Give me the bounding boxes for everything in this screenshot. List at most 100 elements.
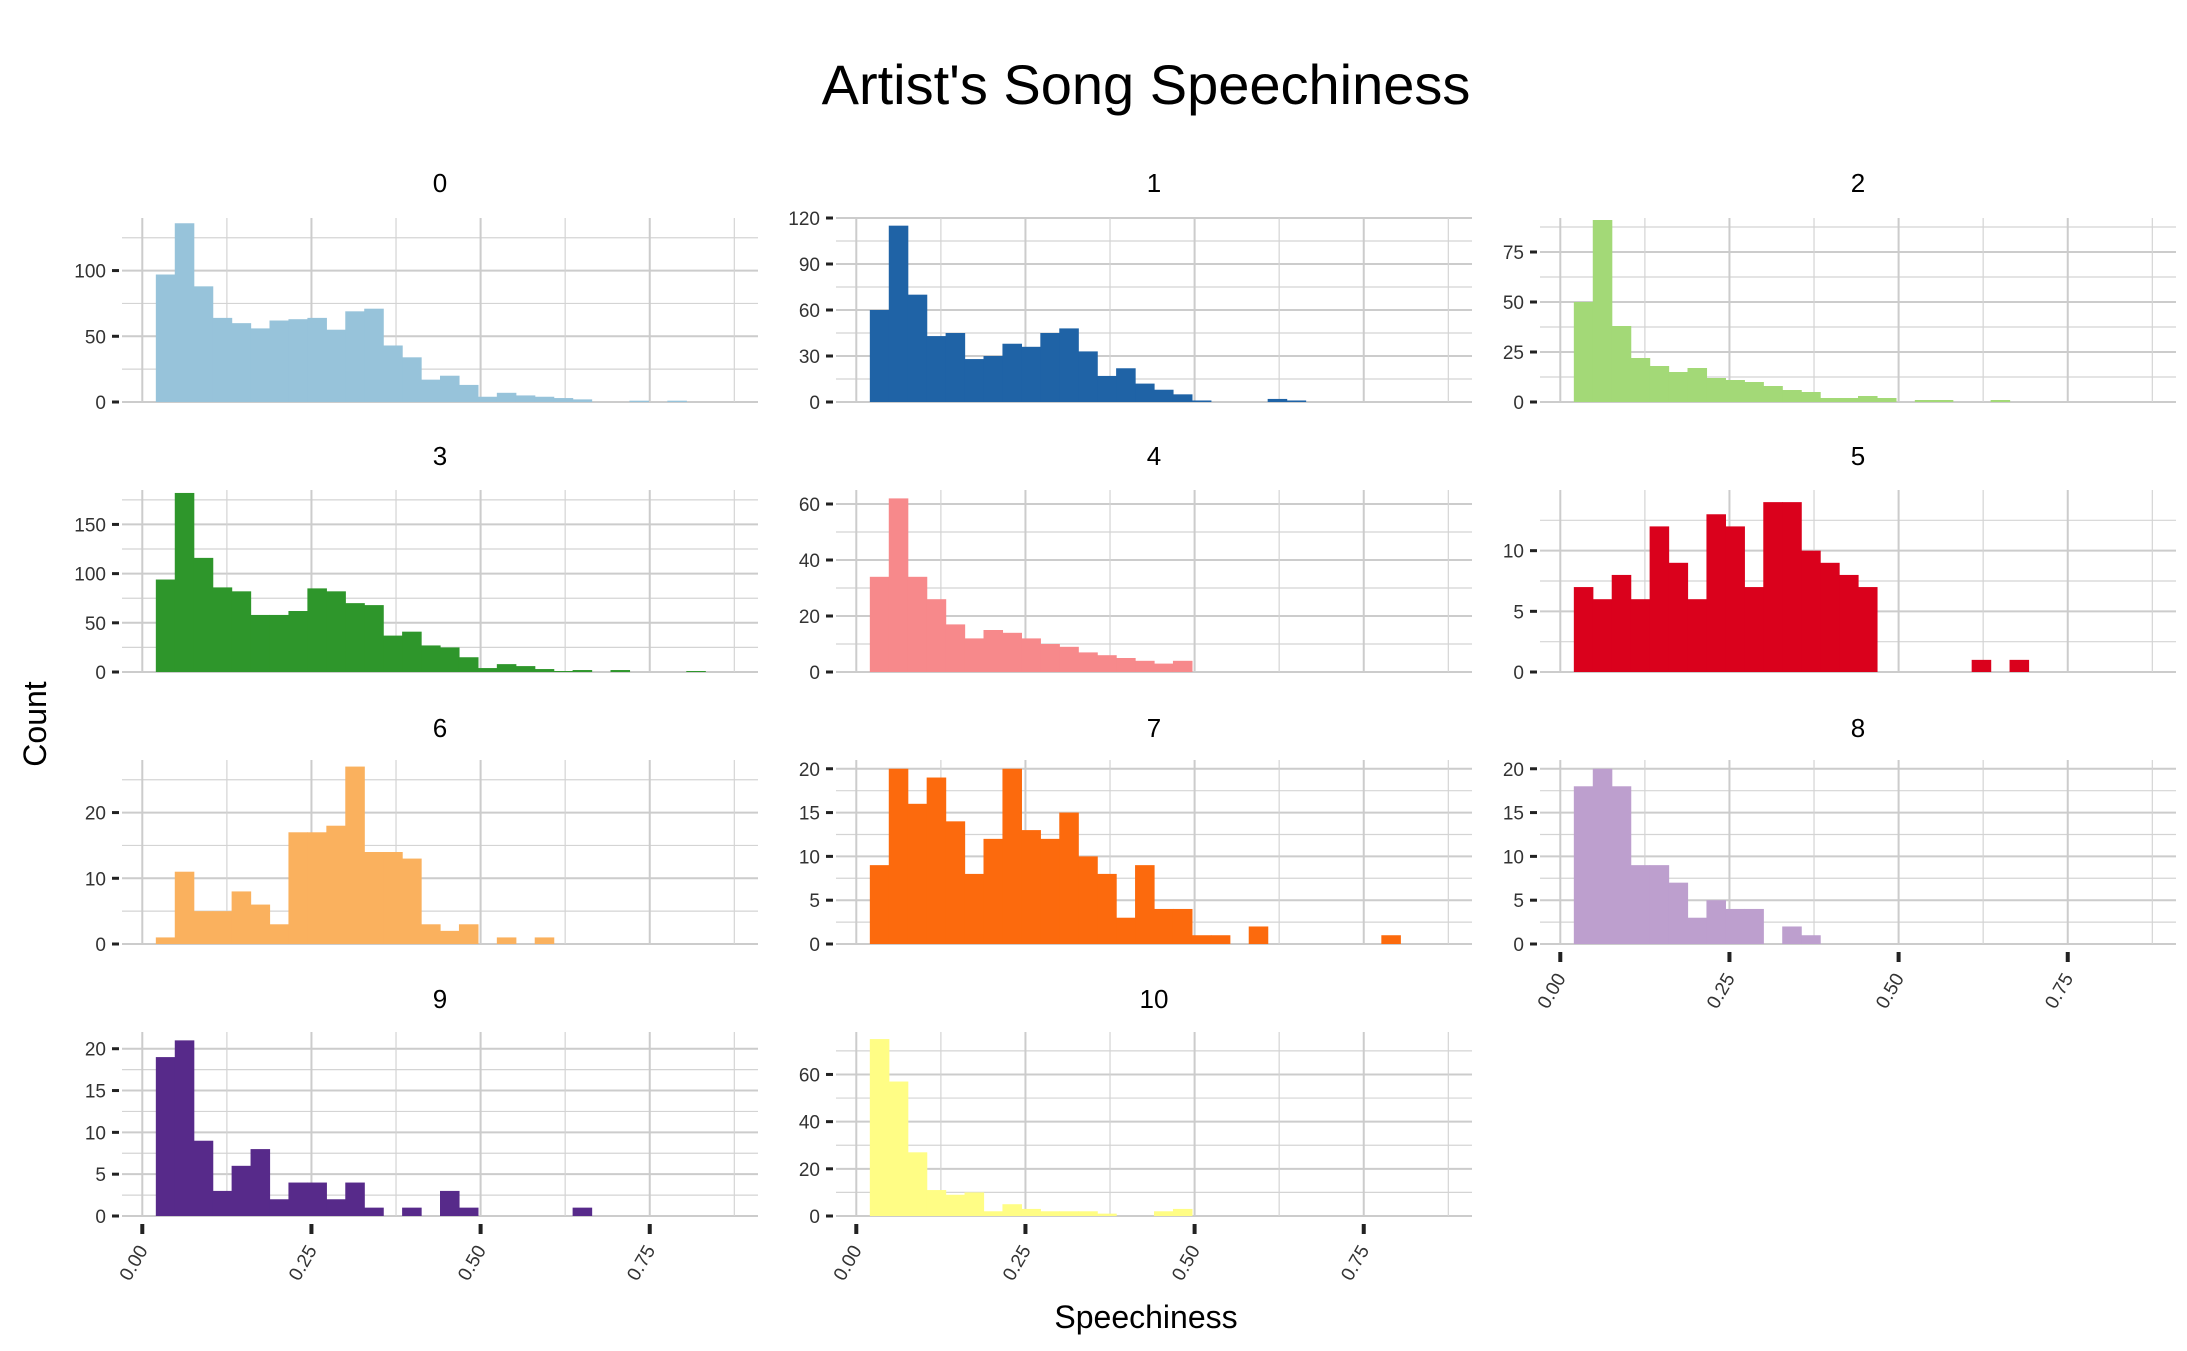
histogram-bar <box>1630 865 1651 944</box>
histogram-bar <box>888 498 909 672</box>
histogram-bar <box>250 904 271 944</box>
histogram-bar <box>1687 917 1708 944</box>
y-tick-label: 0 <box>1513 393 1524 414</box>
histogram-bar <box>869 310 890 402</box>
histogram-bar <box>610 670 631 672</box>
histogram-bar <box>250 614 271 672</box>
histogram-bar <box>1763 386 1783 402</box>
histogram-bar <box>1573 786 1594 944</box>
x-tick-label: 0.75 <box>623 1242 660 1285</box>
histogram-bar <box>402 357 422 402</box>
histogram-bar <box>1040 644 1060 672</box>
y-tick-label: 60 <box>799 1065 820 1086</box>
histogram-bar <box>1630 599 1651 672</box>
histogram-bar <box>1858 396 1878 402</box>
histogram-bar <box>667 400 687 402</box>
histogram-bar <box>983 838 1004 944</box>
facet-panel-7: 7 0 5 10 15 20 <box>799 713 1472 956</box>
histogram-bar <box>269 320 290 402</box>
y-axis-label: Count <box>17 681 53 767</box>
histogram-bar <box>869 865 890 944</box>
histogram-bar <box>212 1190 233 1216</box>
y-tick-label: 0 <box>95 663 106 684</box>
x-tick-label: 0.50 <box>1872 970 1909 1013</box>
histogram-bar <box>1248 926 1269 944</box>
histogram-bar <box>1801 935 1821 944</box>
histogram-bar <box>515 666 536 672</box>
histogram-bar <box>155 937 176 944</box>
histogram-bar <box>888 225 909 402</box>
y-tick-label: 50 <box>85 327 106 348</box>
histogram-bar <box>1744 587 1764 672</box>
histogram-bar <box>440 1190 460 1216</box>
histogram-bar <box>869 576 890 672</box>
histogram-bar <box>1172 394 1193 402</box>
y-tick-label: 10 <box>1503 847 1524 868</box>
histogram-bar <box>1706 900 1726 944</box>
y-tick-label: 5 <box>809 891 820 912</box>
y-tick-label: 120 <box>788 209 820 230</box>
facet-panel-10: 10 0 20 40 60 0.00 0.25 0.50 0.75 <box>799 984 1472 1285</box>
y-tick-label: 20 <box>799 760 820 781</box>
histogram-bar <box>1744 908 1764 944</box>
histogram-bar <box>402 631 422 672</box>
histogram-bar <box>572 399 593 402</box>
histogram-bar <box>926 599 947 672</box>
histogram-bar <box>1725 526 1745 672</box>
histogram-bar <box>383 345 403 402</box>
histogram-bar <box>1116 658 1136 672</box>
y-tick-label: 15 <box>85 1082 106 1103</box>
histogram-bar <box>1876 398 1897 402</box>
histogram-bar <box>983 630 1004 672</box>
histogram-bar <box>307 317 327 402</box>
histogram-bar <box>440 375 460 402</box>
histogram-bar <box>1668 372 1689 402</box>
histogram-bar <box>869 1039 890 1216</box>
histogram-bar <box>193 1140 214 1216</box>
histogram-bar <box>926 777 947 944</box>
y-tick-label: 0 <box>95 1207 106 1228</box>
histogram-bar <box>1154 663 1174 672</box>
histogram-bar <box>1059 328 1079 402</box>
histogram-bar <box>440 647 460 672</box>
histogram-bar <box>907 1152 928 1216</box>
histogram-bar <box>1191 400 1212 402</box>
histogram-bar <box>421 924 441 944</box>
histogram-bar <box>1573 587 1594 672</box>
histogram-bar <box>1649 366 1670 402</box>
histogram-bar <box>1002 632 1022 672</box>
histogram-bar <box>421 645 441 672</box>
histogram-bar <box>1725 380 1745 402</box>
y-tick-label: 15 <box>1503 804 1524 825</box>
y-tick-label: 0 <box>1513 935 1524 956</box>
facet-label-9: 9 <box>433 984 447 1014</box>
y-tick-label: 150 <box>74 515 106 536</box>
histogram-bar <box>1668 882 1689 944</box>
histogram-bar <box>231 591 252 672</box>
histogram-bar <box>1611 326 1632 402</box>
histogram-bar <box>553 398 574 402</box>
histogram-bar <box>231 323 252 402</box>
histogram-bar <box>1040 1211 1060 1216</box>
histogram-bar <box>1744 382 1764 402</box>
histogram-bar <box>1592 768 1613 944</box>
histogram-bar <box>1021 638 1041 672</box>
histogram-bar <box>964 638 985 672</box>
histogram-bar <box>250 1149 271 1216</box>
histogram-bar <box>1782 390 1802 402</box>
y-tick-label: 30 <box>799 347 820 368</box>
x-tick-label: 0.25 <box>999 1242 1036 1285</box>
histogram-bar <box>964 1192 985 1216</box>
histogram-bar <box>1078 652 1098 672</box>
histogram-bar <box>1002 343 1022 402</box>
histogram-bar <box>458 924 479 944</box>
histogram-bar <box>383 635 403 672</box>
histogram-bar <box>1611 786 1632 944</box>
histogram-bar <box>288 832 308 944</box>
y-tick-label: 0 <box>809 935 820 956</box>
x-tick-label: 0.75 <box>1337 1242 1374 1285</box>
y-tick-label: 25 <box>1503 343 1524 364</box>
histogram-bar <box>326 1199 346 1216</box>
facet-label-3: 3 <box>433 441 447 471</box>
histogram-bar <box>2009 659 2030 672</box>
